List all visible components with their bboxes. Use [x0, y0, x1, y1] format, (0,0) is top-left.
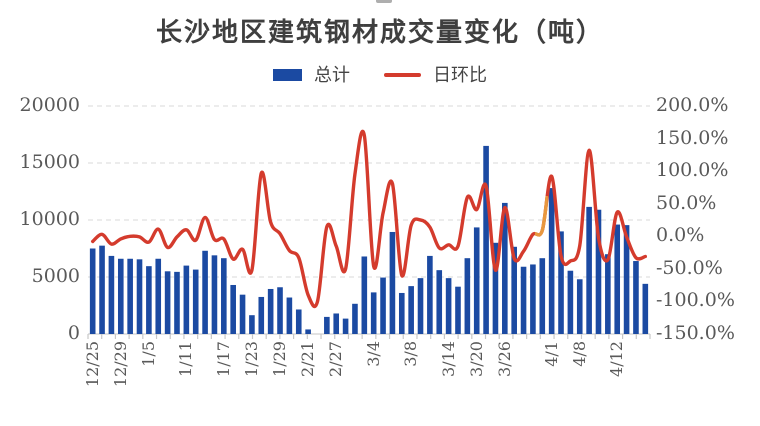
- volume-bar: [99, 245, 105, 334]
- volume-bar: [595, 209, 602, 334]
- y-left-tick-label: 5000: [31, 265, 80, 287]
- volume-bar: [183, 265, 190, 334]
- x-tick-label: 1/29: [270, 341, 290, 377]
- volume-bar: [277, 287, 283, 334]
- volume-bar: [333, 313, 340, 334]
- x-tick-label: 3/8: [401, 341, 421, 367]
- x-tick-label: 2/21: [298, 341, 318, 377]
- x-tick-label: 4/1: [541, 341, 561, 367]
- y-left-tick-label: 15000: [19, 151, 80, 173]
- y-right-tick-label: -50.0%: [656, 256, 723, 279]
- volume-bar: [530, 264, 536, 334]
- x-tick-label: 3/14: [438, 341, 458, 377]
- volume-bar: [492, 242, 499, 334]
- y-right-tick-label: 0.0%: [656, 224, 705, 247]
- volume-bar: [324, 316, 330, 334]
- x-tick-label: 1/17: [213, 341, 233, 377]
- volume-bar: [520, 266, 527, 334]
- x-tick-label: 3/20: [466, 341, 486, 377]
- x-tick-label: 3/26: [494, 341, 514, 377]
- volume-bar: [642, 283, 649, 334]
- volume-bar: [352, 303, 358, 334]
- volume-bar: [548, 188, 555, 334]
- volume-bar: [502, 202, 508, 334]
- x-tick-label: 1/11: [176, 341, 196, 377]
- volume-bar: [192, 269, 199, 334]
- volume-bar: [230, 284, 236, 334]
- volume-bar: [455, 286, 461, 334]
- x-tick-label: 2/27: [326, 341, 346, 377]
- x-tick-label: 4/8: [569, 341, 589, 367]
- volume-bar: [389, 231, 396, 334]
- legend-ratio-swatch: [384, 73, 421, 77]
- volume-bar: [155, 258, 162, 334]
- volume-bar: [267, 288, 274, 334]
- legend-total-swatch: [273, 69, 302, 81]
- chart-title: 长沙地区建筑钢材成交量变化（吨）: [155, 17, 604, 47]
- volume-bar: [136, 259, 143, 334]
- volume-bar: [427, 255, 433, 334]
- volume-bar: [633, 261, 639, 334]
- volume-bar: [342, 318, 349, 334]
- volume-bar: [89, 248, 96, 334]
- volume-bar: [146, 266, 152, 334]
- volume-bar: [567, 270, 574, 334]
- volume-bar: [586, 206, 592, 334]
- chart-legend: 总计 日环比: [0, 62, 760, 88]
- volume-bar: [380, 277, 386, 334]
- volume-bar: [108, 255, 115, 334]
- volume-bar: [408, 286, 414, 334]
- volume-bar: [211, 255, 218, 334]
- y-left-tick-label: 10000: [19, 208, 80, 230]
- cropped-text-artifact: [376, 0, 392, 3]
- y-right-tick-label: -100.0%: [656, 289, 735, 312]
- ratio-line: [91, 129, 647, 308]
- legend-ratio-label: 日环比: [433, 65, 487, 85]
- volume-bar: [305, 329, 311, 334]
- x-tick-label: 12/25: [82, 341, 102, 388]
- volume-bar: [361, 256, 368, 334]
- y-left-tick-label: 0: [67, 322, 80, 344]
- volume-bar: [576, 279, 583, 334]
- volume-bar: [417, 278, 424, 334]
- volume-bar: [473, 227, 480, 334]
- y-right-tick-label: 100.0%: [656, 159, 729, 182]
- volume-bar: [164, 271, 171, 334]
- x-tick-label: 4/12: [607, 341, 627, 377]
- volume-bar: [221, 258, 227, 334]
- y-right-tick-label: 200.0%: [656, 94, 729, 116]
- volume-bar: [464, 258, 471, 334]
- volume-bar: [445, 278, 452, 334]
- volume-bar: [370, 292, 377, 334]
- x-tick-label: 1/5: [138, 341, 158, 367]
- volume-bar: [249, 315, 255, 334]
- volume-bar: [605, 254, 611, 334]
- legend-total-label: 总计: [314, 65, 350, 85]
- volume-bar: [623, 225, 630, 334]
- volume-bar: [258, 296, 265, 334]
- volume-bar: [117, 258, 124, 334]
- volume-bar: [398, 292, 405, 334]
- volume-bar: [558, 231, 564, 334]
- volume-bar: [511, 246, 517, 334]
- volume-bar: [295, 309, 302, 334]
- volume-bar: [286, 297, 293, 334]
- volume-bar: [239, 294, 246, 334]
- x-tick-label: 12/29: [110, 341, 130, 388]
- volume-bar: [127, 258, 133, 334]
- x-tick-label: 3/4: [363, 341, 383, 367]
- volume-bar: [436, 270, 443, 334]
- x-tick-label: 1/23: [241, 341, 261, 377]
- volume-bar: [174, 271, 180, 334]
- y-right-tick-label: -150.0%: [656, 322, 735, 344]
- y-right-tick-label: 150.0%: [656, 126, 729, 149]
- y-left-tick-label: 20000: [19, 94, 80, 116]
- volume-bar: [483, 145, 489, 334]
- volume-bar: [202, 250, 208, 334]
- volume-bar: [614, 224, 621, 334]
- volume-bar: [539, 258, 546, 334]
- y-right-tick-label: 50.0%: [656, 191, 717, 214]
